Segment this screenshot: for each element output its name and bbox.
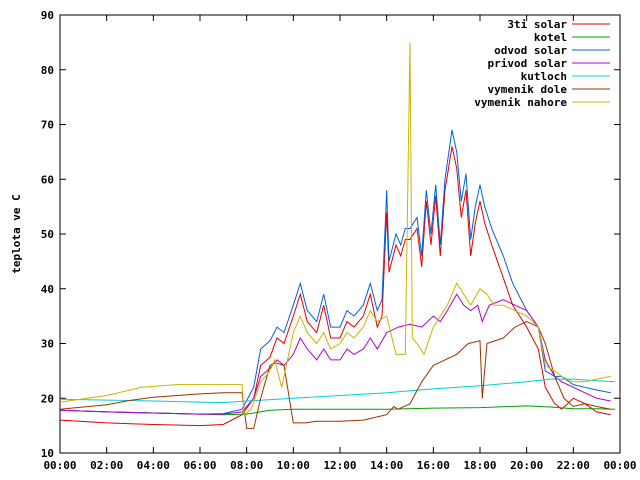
axis-ticks bbox=[60, 15, 620, 453]
x-tick-label: 06:00 bbox=[183, 459, 216, 472]
y-tick-label: 80 bbox=[41, 64, 54, 77]
legend-label: kutloch bbox=[521, 70, 567, 83]
y-tick-label: 60 bbox=[41, 173, 54, 186]
y-tick-label: 70 bbox=[41, 119, 54, 132]
y-tick-label: 30 bbox=[41, 338, 54, 351]
x-tick-label: 02:00 bbox=[90, 459, 123, 472]
y-tick-label: 10 bbox=[41, 447, 54, 460]
legend-label: 3ti solar bbox=[507, 18, 567, 31]
x-tick-label: 04:00 bbox=[137, 459, 170, 472]
y-tick-label: 40 bbox=[41, 283, 54, 296]
x-tick-label: 22:00 bbox=[557, 459, 590, 472]
x-tick-label: 08:00 bbox=[230, 459, 263, 472]
x-tick-label: 00:00 bbox=[43, 459, 76, 472]
legend-label: kotel bbox=[534, 31, 567, 44]
y-tick-labels: 10 20 30 40 50 60 70 80 90 bbox=[41, 9, 54, 460]
legend-label: privod solar bbox=[488, 57, 568, 70]
legend-label: odvod solar bbox=[494, 44, 567, 57]
series-line-vymenik-dole bbox=[59, 321, 611, 429]
x-tick-label: 14:00 bbox=[370, 459, 403, 472]
legend-label: vymenik nahore bbox=[474, 96, 567, 109]
y-tick-label: 20 bbox=[41, 392, 54, 405]
series-line-kutloch bbox=[59, 378, 616, 404]
series-line-vymenik-nahore bbox=[59, 42, 611, 416]
series-line-3ti-solar bbox=[59, 146, 611, 427]
x-tick-label: 20:00 bbox=[510, 459, 543, 472]
x-tick-label: 10:00 bbox=[277, 459, 310, 472]
y-axis-title: teplota ve C bbox=[10, 194, 23, 273]
x-tick-labels: 00:00 02:00 04:00 06:00 08:00 10:00 12:00 14:00… bbox=[43, 459, 636, 472]
x-tick-label: 12:00 bbox=[323, 459, 356, 472]
x-tick-label: 16:00 bbox=[417, 459, 450, 472]
x-tick-label: 18:00 bbox=[463, 459, 496, 472]
series-line-kotel bbox=[59, 405, 616, 416]
legend-label: vymenik dole bbox=[488, 83, 568, 96]
series-line-odvod-solar bbox=[59, 129, 611, 415]
y-tick-label: 50 bbox=[41, 228, 54, 241]
series-line-privod-solar bbox=[59, 293, 611, 415]
series-lines bbox=[59, 42, 616, 429]
y-tick-label: 90 bbox=[41, 9, 54, 22]
x-tick-label: 00:00 bbox=[603, 459, 636, 472]
